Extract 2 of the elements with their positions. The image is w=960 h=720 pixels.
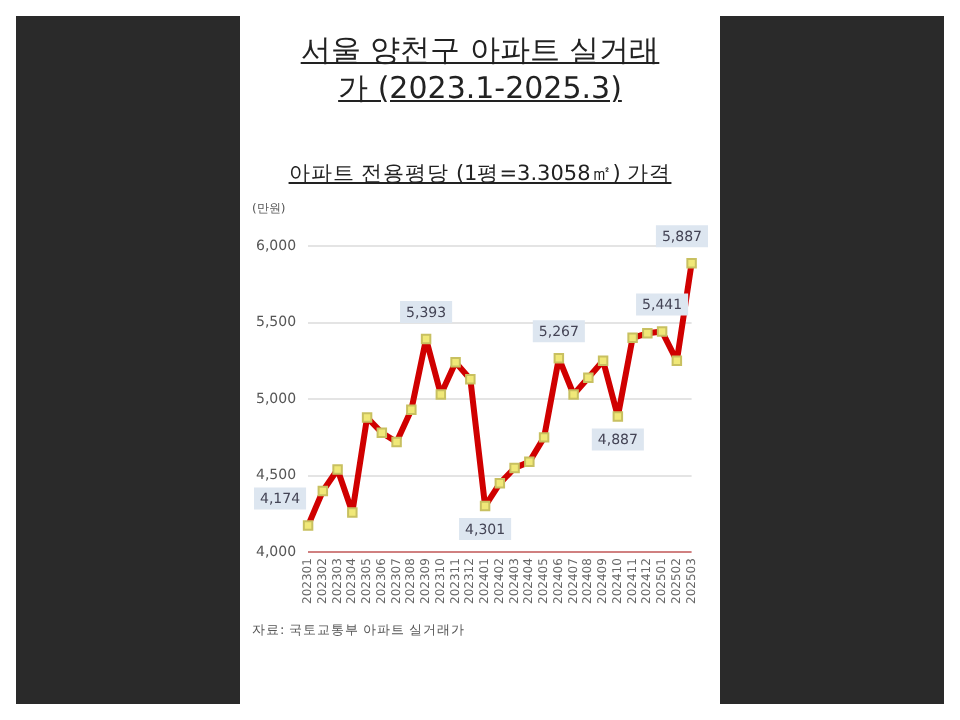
chart-title: 서울 양천구 아파트 실거래가 (2023.1-2025.3) — [300, 32, 660, 106]
chart-subtitle: 아파트 전용평당 (1평=3.3058㎡) 가격 — [288, 162, 672, 186]
